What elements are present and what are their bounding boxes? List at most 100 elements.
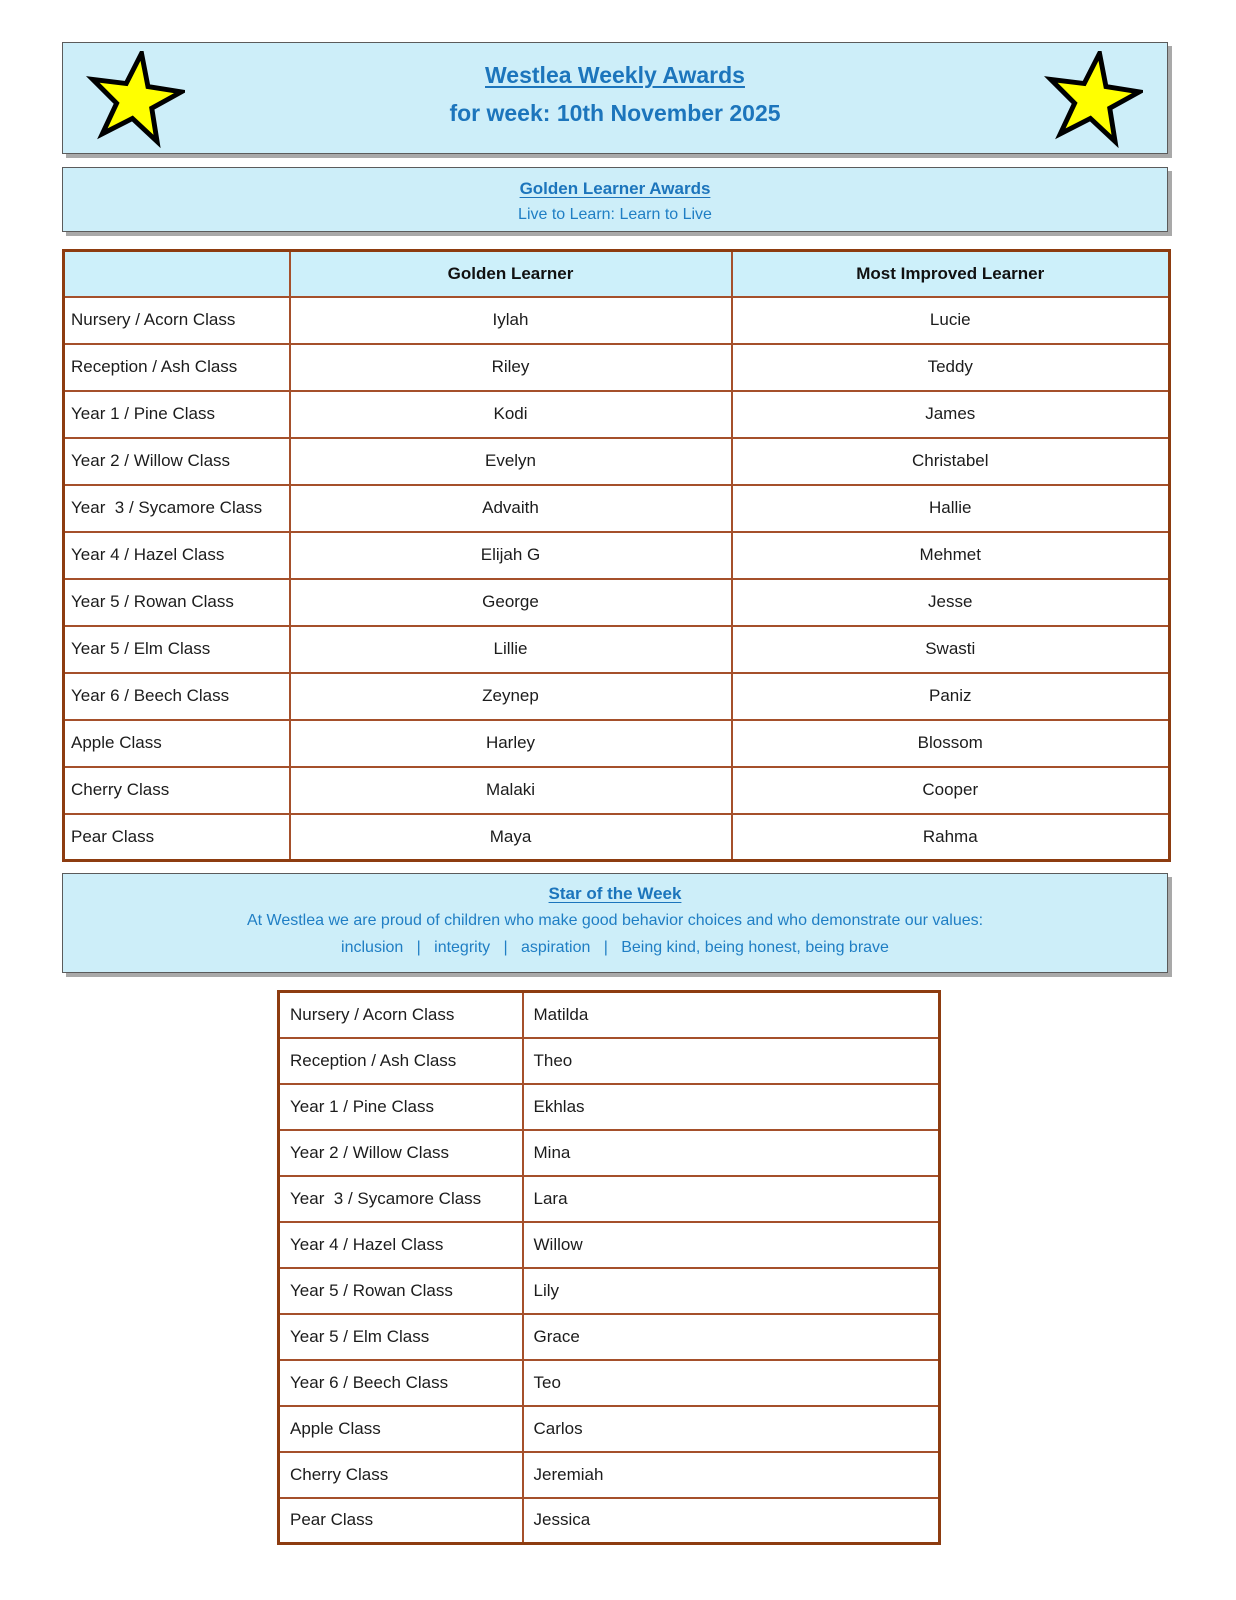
class-label: Year 4 / Hazel Class bbox=[277, 1220, 524, 1269]
golden-learner-name: Kodi bbox=[288, 389, 733, 439]
table-row: Pear Class Maya Rahma bbox=[62, 812, 1171, 862]
star-of-week-name: Jessica bbox=[521, 1496, 941, 1545]
golden-learner-name: Lillie bbox=[288, 624, 733, 674]
most-improved-name: Swasti bbox=[730, 624, 1171, 674]
class-label: Year 2 / Willow Class bbox=[62, 436, 291, 486]
most-improved-name: Hallie bbox=[730, 483, 1171, 533]
class-label: Year 5 / Elm Class bbox=[277, 1312, 524, 1361]
table-row: Pear Class Jessica bbox=[277, 1496, 941, 1545]
star-of-week-name: Matilda bbox=[521, 990, 941, 1039]
table-row: Year 3 / Sycamore Class Lara bbox=[277, 1174, 941, 1223]
golden-section-title: Golden Learner Awards bbox=[519, 179, 711, 198]
awards-table: Golden Learner Most Improved Learner Nur… bbox=[62, 249, 1171, 862]
class-label: Apple Class bbox=[62, 718, 291, 768]
page-title: Westlea Weekly Awards bbox=[485, 62, 745, 88]
class-label: Cherry Class bbox=[277, 1450, 524, 1499]
star-section-values: inclusion | integrity | aspiration | Bei… bbox=[341, 939, 889, 956]
most-improved-name: Rahma bbox=[730, 812, 1171, 862]
golden-learner-column-header: Golden Learner bbox=[288, 249, 733, 298]
star-section-description: At Westlea we are proud of children who … bbox=[246, 912, 984, 929]
class-label: Pear Class bbox=[277, 1496, 524, 1545]
table-row: Year 2 / Willow Class Mina bbox=[277, 1128, 941, 1177]
most-improved-column-header: Most Improved Learner bbox=[730, 249, 1171, 298]
table-row: Year 6 / Beech Class Zeynep Paniz bbox=[62, 671, 1171, 721]
golden-learner-name: Advaith bbox=[288, 483, 733, 533]
table-row: Year 3 / Sycamore Class Advaith Hallie bbox=[62, 483, 1171, 533]
table-row: Cherry Class Jeremiah bbox=[277, 1450, 941, 1499]
table-row: Year 1 / Pine Class Kodi James bbox=[62, 389, 1171, 439]
class-label: Year 1 / Pine Class bbox=[62, 389, 291, 439]
class-label: Apple Class bbox=[277, 1404, 524, 1453]
header-banner: Westlea Weekly Awards for week: 10th Nov… bbox=[62, 42, 1168, 154]
golden-learner-name: Evelyn bbox=[288, 436, 733, 486]
class-column-header bbox=[62, 249, 291, 298]
most-improved-name: Paniz bbox=[730, 671, 1171, 721]
star-of-week-name: Willow bbox=[521, 1220, 941, 1269]
golden-learner-name: Maya bbox=[288, 812, 733, 862]
class-label: Nursery / Acorn Class bbox=[277, 990, 524, 1039]
class-label: Reception / Ash Class bbox=[62, 342, 291, 392]
star-section-title: Star of the Week bbox=[548, 884, 682, 903]
most-improved-name: Christabel bbox=[730, 436, 1171, 486]
class-label: Nursery / Acorn Class bbox=[62, 295, 291, 345]
most-improved-name: Lucie bbox=[730, 295, 1171, 345]
golden-learner-name: George bbox=[288, 577, 733, 627]
star-of-week-name: Carlos bbox=[521, 1404, 941, 1453]
class-label: Year 5 / Elm Class bbox=[62, 624, 291, 674]
golden-learner-name: Iylah bbox=[288, 295, 733, 345]
awards-table-body: Nursery / Acorn Class Iylah Lucie Reception… bbox=[62, 295, 1171, 862]
star-of-week-banner: Star of the Week At Westlea we are proud… bbox=[62, 873, 1168, 973]
table-row: Year 1 / Pine Class Ekhlas bbox=[277, 1082, 941, 1131]
star-of-week-name: Teo bbox=[521, 1358, 941, 1407]
class-label: Year 4 / Hazel Class bbox=[62, 530, 291, 580]
table-row: Year 2 / Willow Class Evelyn Christabel bbox=[62, 436, 1171, 486]
star-of-week-name: Mina bbox=[521, 1128, 941, 1177]
golden-learner-name: Elijah G bbox=[288, 530, 733, 580]
table-row: Apple Class Harley Blossom bbox=[62, 718, 1171, 768]
table-row: Year 5 / Elm Class Lillie Swasti bbox=[62, 624, 1171, 674]
page-subtitle: for week: 10th November 2025 bbox=[449, 100, 781, 126]
golden-learner-name: Malaki bbox=[288, 765, 733, 815]
awards-table-header-row: Golden Learner Most Improved Learner bbox=[62, 249, 1171, 298]
class-label: Year 1 / Pine Class bbox=[277, 1082, 524, 1131]
table-row: Year 4 / Hazel Class Elijah G Mehmet bbox=[62, 530, 1171, 580]
star-of-week-table: Nursery / Acorn Class Matilda Reception / … bbox=[277, 990, 941, 1545]
star-of-week-name: Theo bbox=[521, 1036, 941, 1085]
most-improved-name: Cooper bbox=[730, 765, 1171, 815]
table-row: Nursery / Acorn Class Matilda bbox=[277, 990, 941, 1039]
golden-learner-name: Harley bbox=[288, 718, 733, 768]
star-of-week-name: Lily bbox=[521, 1266, 941, 1315]
most-improved-name: Teddy bbox=[730, 342, 1171, 392]
table-row: Reception / Ash Class Theo bbox=[277, 1036, 941, 1085]
table-row: Year 5 / Elm Class Grace bbox=[277, 1312, 941, 1361]
table-row: Year 4 / Hazel Class Willow bbox=[277, 1220, 941, 1269]
star-table-body: Nursery / Acorn Class Matilda Reception / … bbox=[277, 990, 941, 1545]
table-row: Reception / Ash Class Riley Teddy bbox=[62, 342, 1171, 392]
most-improved-name: Jesse bbox=[730, 577, 1171, 627]
table-row: Nursery / Acorn Class Iylah Lucie bbox=[62, 295, 1171, 345]
class-label: Year 2 / Willow Class bbox=[277, 1128, 524, 1177]
star-of-week-name: Grace bbox=[521, 1312, 941, 1361]
table-row: Cherry Class Malaki Cooper bbox=[62, 765, 1171, 815]
class-label: Pear Class bbox=[62, 812, 291, 862]
star-icon bbox=[1043, 45, 1147, 149]
most-improved-name: James bbox=[730, 389, 1171, 439]
table-row: Apple Class Carlos bbox=[277, 1404, 941, 1453]
golden-learner-name: Riley bbox=[288, 342, 733, 392]
star-icon bbox=[85, 45, 189, 149]
most-improved-name: Mehmet bbox=[730, 530, 1171, 580]
golden-section-motto: Live to Learn: Learn to Live bbox=[518, 206, 712, 223]
class-label: Year 3 / Sycamore Class bbox=[62, 483, 291, 533]
class-label: Year 5 / Rowan Class bbox=[62, 577, 291, 627]
golden-learner-name: Zeynep bbox=[288, 671, 733, 721]
table-row: Year 6 / Beech Class Teo bbox=[277, 1358, 941, 1407]
class-label: Year 6 / Beech Class bbox=[277, 1358, 524, 1407]
class-label: Year 3 / Sycamore Class bbox=[277, 1174, 524, 1223]
class-label: Year 6 / Beech Class bbox=[62, 671, 291, 721]
star-of-week-name: Lara bbox=[521, 1174, 941, 1223]
table-row: Year 5 / Rowan Class George Jesse bbox=[62, 577, 1171, 627]
class-label: Year 5 / Rowan Class bbox=[277, 1266, 524, 1315]
class-label: Cherry Class bbox=[62, 765, 291, 815]
star-of-week-name: Ekhlas bbox=[521, 1082, 941, 1131]
star-of-week-name: Jeremiah bbox=[521, 1450, 941, 1499]
